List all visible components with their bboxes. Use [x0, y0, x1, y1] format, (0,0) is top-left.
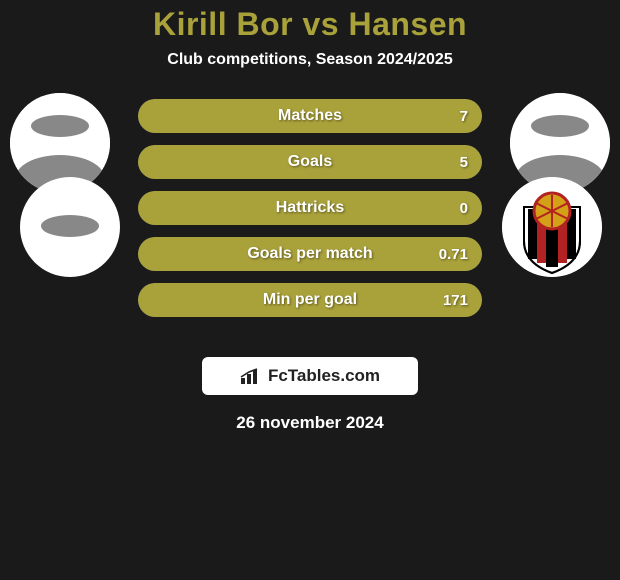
stat-label: Matches — [138, 107, 482, 125]
branding-badge: FcTables.com — [202, 357, 418, 395]
stat-row: Hattricks0 — [138, 191, 482, 225]
bar-chart-icon — [240, 367, 262, 385]
stat-label: Min per goal — [138, 291, 482, 309]
stat-row: Min per goal171 — [138, 283, 482, 317]
club-left-logo — [20, 177, 120, 277]
snapshot-date: 26 november 2024 — [0, 413, 620, 433]
stat-value-right: 171 — [443, 292, 468, 309]
stat-label: Goals — [138, 153, 482, 171]
stat-row: Goals per match0.71 — [138, 237, 482, 271]
stat-label: Hattricks — [138, 199, 482, 217]
stat-row: Matches7 — [138, 99, 482, 133]
stats-area: Matches7Goals5Hattricks0Goals per match0… — [0, 99, 620, 349]
stat-value-right: 5 — [460, 154, 468, 171]
branding-text: FcTables.com — [268, 366, 380, 386]
comparison-title: Kirill Bor vs Hansen — [0, 0, 620, 43]
stat-rows: Matches7Goals5Hattricks0Goals per match0… — [138, 99, 482, 329]
stat-value-right: 0.71 — [439, 246, 468, 263]
club-right-logo — [502, 177, 602, 277]
stat-row: Goals5 — [138, 145, 482, 179]
stat-value-right: 0 — [460, 200, 468, 217]
stat-label: Goals per match — [138, 245, 482, 263]
shield-crest-icon — [502, 177, 602, 277]
stat-value-right: 7 — [460, 108, 468, 125]
comparison-subtitle: Club competitions, Season 2024/2025 — [0, 51, 620, 69]
